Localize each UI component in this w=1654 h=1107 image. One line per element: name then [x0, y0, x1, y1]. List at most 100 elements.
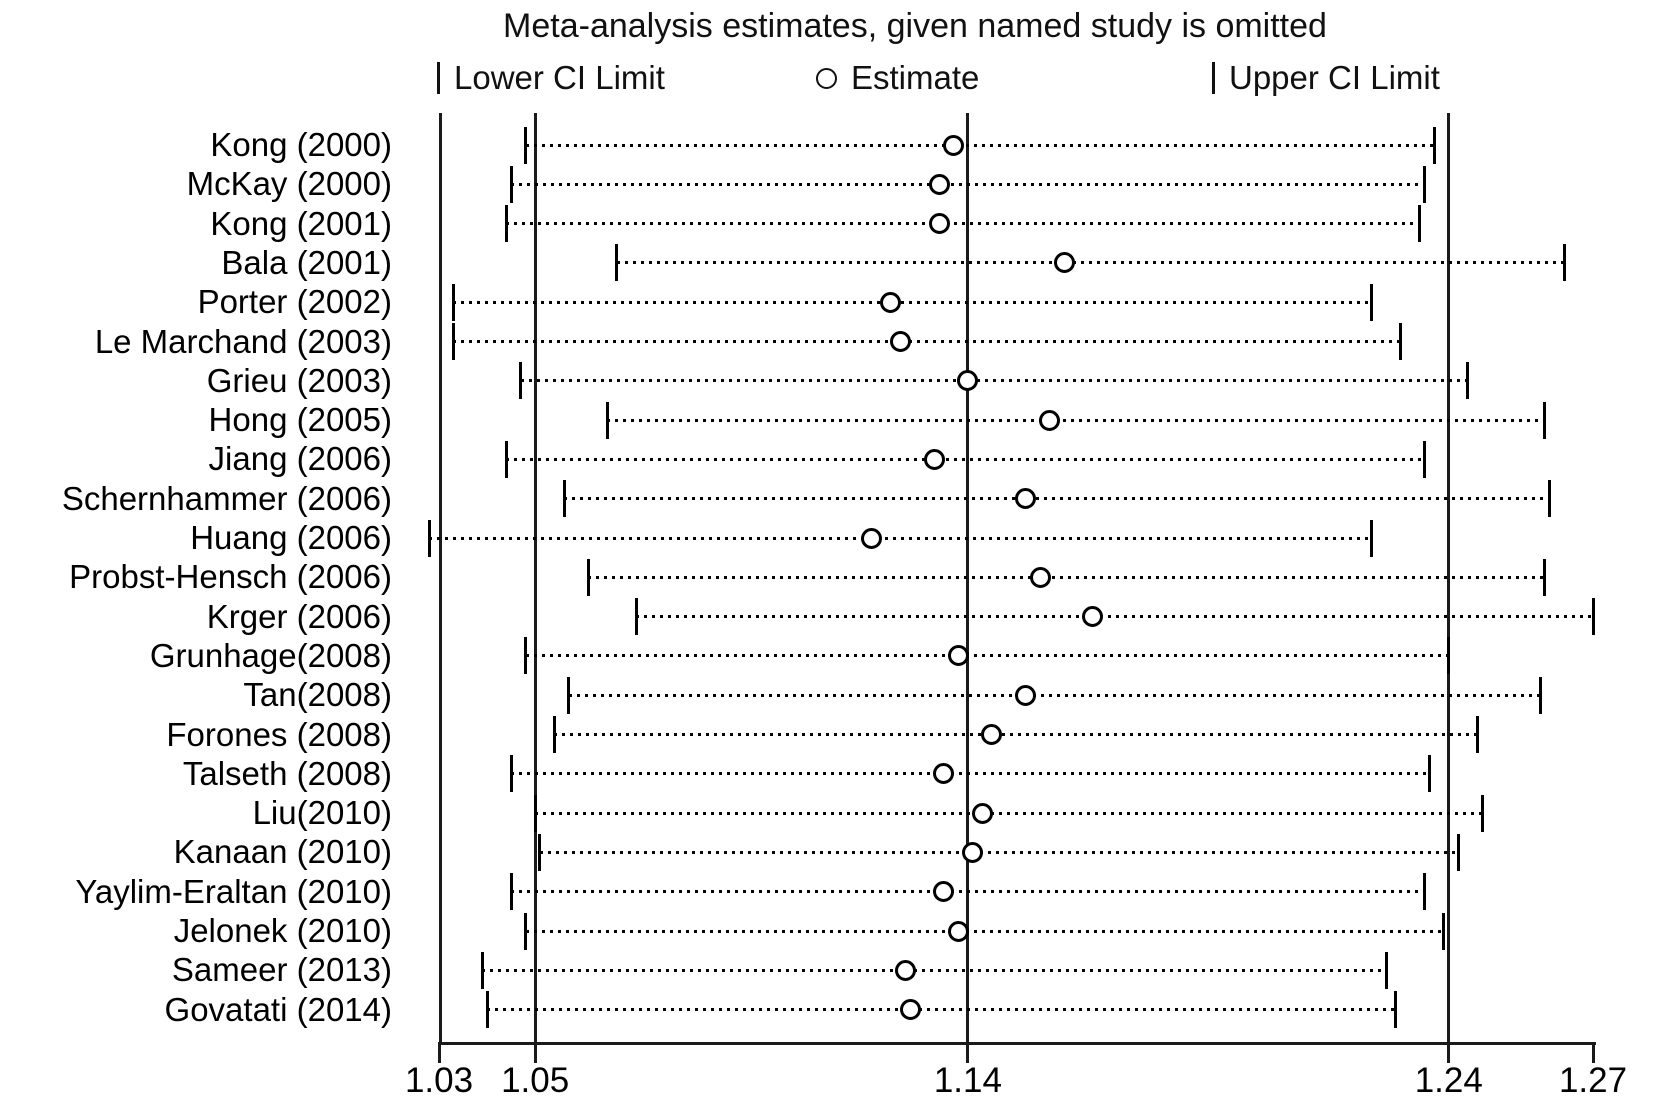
estimate-marker	[947, 645, 969, 667]
axis-min-line	[439, 113, 442, 1042]
x-axis-tick-label: 1.27	[1558, 1061, 1628, 1100]
legend-upper-ci: Upper CI Limit	[1212, 58, 1440, 98]
study-label: Govatati (2014)	[164, 990, 392, 1028]
study-label: Yaylim-Eraltan (2010)	[75, 872, 392, 910]
upper-ci-tick	[1384, 951, 1388, 989]
x-axis-tick	[533, 1042, 537, 1063]
upper-ci-tick	[1543, 558, 1547, 596]
estimate-marker	[957, 370, 979, 392]
lower-ci-tick	[533, 794, 537, 832]
estimate-marker	[1039, 409, 1061, 431]
legend-lower-ci-label: Lower CI Limit	[454, 59, 665, 96]
x-axis-tick	[1447, 1042, 1451, 1063]
ci-line	[520, 379, 1468, 383]
ci-line	[511, 182, 1425, 186]
ci-line	[525, 654, 1449, 658]
study-label: Probst-Hensch (2006)	[69, 558, 392, 596]
study-label: Hong (2005)	[208, 401, 392, 439]
upper-ci-tick-icon	[1212, 62, 1215, 94]
study-label: Krger (2006)	[206, 597, 392, 635]
ci-line	[453, 340, 1401, 343]
lower-ci-tick	[509, 873, 513, 911]
lower-ci-tick	[524, 912, 528, 950]
study-label: Sameer (2013)	[171, 951, 392, 989]
x-axis-tick-label: 1.05	[501, 1061, 570, 1100]
upper-ci-tick	[1548, 480, 1552, 518]
legend-upper-ci-label: Upper CI Limit	[1229, 59, 1440, 96]
upper-ci-tick	[1418, 205, 1422, 243]
estimate-marker	[1082, 606, 1104, 628]
estimate-marker	[890, 331, 912, 352]
lower-ci-tick	[427, 519, 431, 557]
x-axis-tick	[1591, 1042, 1595, 1063]
study-label: Forones (2008)	[166, 715, 392, 753]
lower-ci-tick	[451, 323, 455, 360]
x-axis-tick-label: 1.14	[933, 1061, 1002, 1100]
upper-ci-tick	[1370, 519, 1374, 557]
upper-ci-tick	[1476, 716, 1480, 753]
estimate-marker	[880, 291, 902, 313]
study-label: Jelonek (2010)	[173, 912, 392, 949]
estimate-circle-icon	[816, 67, 837, 89]
x-axis-tick	[966, 1042, 970, 1063]
lower-ci-tick	[519, 362, 523, 400]
estimate-marker	[971, 802, 993, 824]
lower-ci-tick	[615, 244, 619, 282]
ci-line	[429, 536, 1372, 540]
ci-line	[636, 615, 1593, 619]
ci-line	[607, 418, 1545, 422]
lower-ci-tick	[504, 205, 508, 243]
study-label: Porter (2002)	[197, 283, 392, 321]
ci-line	[616, 261, 1565, 265]
study-label: Bala (2001)	[221, 243, 392, 281]
upper-ci-tick	[1562, 244, 1566, 282]
x-axis-tick	[437, 1042, 441, 1063]
ci-line	[453, 300, 1372, 304]
ci-line	[588, 575, 1545, 579]
upper-ci-tick	[1466, 362, 1470, 400]
study-label: Liu(2010)	[252, 794, 392, 832]
estimate-marker	[899, 999, 921, 1021]
lower-ci-tick	[524, 126, 528, 164]
ci-line	[525, 929, 1444, 933]
study-label: Kong (2000)	[210, 126, 392, 163]
x-axis-line	[439, 1042, 1596, 1045]
study-label: Grunhage(2008)	[149, 636, 392, 674]
upper-ci-tick	[1394, 991, 1398, 1029]
estimate-marker	[928, 213, 950, 235]
study-label: Jiang (2006)	[208, 440, 392, 478]
lower-ci-tick	[552, 716, 556, 753]
estimate-marker	[1053, 252, 1075, 274]
study-label: Huang (2006)	[190, 519, 392, 556]
study-label: Tan(2008)	[243, 676, 392, 714]
lower-ci-tick	[605, 401, 609, 439]
study-label: Schernhammer (2006)	[61, 479, 392, 517]
ci-line	[511, 890, 1425, 894]
lower-ci-tick	[562, 480, 566, 518]
chart-title: Meta-analysis estimates, given named stu…	[503, 7, 1327, 45]
upper-ci-tick	[1423, 873, 1427, 911]
estimate-marker	[1015, 684, 1037, 706]
x-axis-tick-label: 1.03	[404, 1061, 474, 1100]
upper-ci-tick	[1543, 401, 1547, 439]
estimate-marker	[933, 881, 955, 903]
ci-line	[482, 968, 1387, 972]
lower-ci-tick	[485, 991, 489, 1029]
study-label: Talseth (2008)	[182, 754, 392, 792]
upper-ci-tick	[1423, 440, 1427, 478]
study-label: McKay (2000)	[186, 165, 392, 203]
estimate-marker	[1029, 566, 1051, 588]
legend-estimate-label: Estimate	[851, 59, 980, 96]
upper-ci-tick	[1447, 637, 1451, 675]
upper-ci-tick	[1432, 126, 1436, 164]
upper-ci-tick	[1423, 165, 1427, 203]
ci-line	[535, 811, 1483, 815]
study-labels-column: Kong (2000) McKay (2000) Kong (2001) Bala (…	[0, 0, 392, 1107]
ci-line	[506, 457, 1425, 461]
upper-ci-tick	[1538, 676, 1542, 714]
estimate-marker	[894, 959, 916, 981]
estimate-marker	[1015, 488, 1037, 510]
upper-ci-tick	[1442, 912, 1446, 950]
upper-ci-tick	[1591, 598, 1595, 636]
study-label: Grieu (2003)	[206, 361, 392, 399]
